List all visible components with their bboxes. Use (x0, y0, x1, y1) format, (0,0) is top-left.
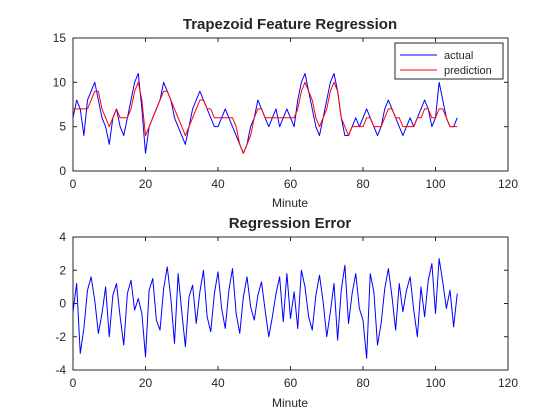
regression-x-tick-label: 60 (284, 177, 298, 191)
error-plot-area (72, 236, 509, 371)
legend-prediction-label: prediction (444, 65, 492, 77)
regression-x-tick-label: 80 (356, 177, 370, 191)
error-x-tick-label: 0 (70, 376, 77, 390)
error-y-tick-label: 2 (59, 263, 66, 277)
error-y-tick-label: 4 (59, 230, 66, 244)
regression-x-tick-label: 100 (425, 177, 445, 191)
error-y-tick-label: -2 (55, 330, 66, 344)
error-x-tick-label: 60 (284, 376, 298, 390)
regression-x-label: Minute (272, 196, 308, 210)
regression-x-tick-label: 20 (139, 177, 153, 191)
error-x-tick-label: 40 (211, 376, 225, 390)
regression-x-tick-label: 40 (211, 177, 225, 191)
legend-box (394, 42, 504, 80)
regression-x-tick-label: 0 (70, 177, 77, 191)
error-axes: 0 20 40 60 80 100 120 -4 -2 0 2 4 Regression Error… (55, 215, 518, 410)
error-y-tick-label: -4 (55, 363, 66, 377)
error-x-tick-label: 100 (425, 376, 445, 390)
regression-y-tick-label: 15 (53, 31, 67, 45)
regression-x-tick-label: 120 (498, 177, 518, 191)
regression-title: Trapezoid Feature Regression (183, 16, 397, 33)
error-series-group (72, 258, 458, 359)
legend-actual-label: actual (444, 50, 473, 62)
regression-y-tick-label: 5 (59, 120, 66, 134)
regression-y-ticks: 0 5 10 15 (53, 31, 508, 178)
error-x-tick-label: 80 (356, 376, 370, 390)
error-x-label: Minute (272, 396, 308, 410)
legend: actual prediction (394, 42, 504, 80)
regression-x-ticks: 0 20 40 60 80 100 120 (70, 38, 518, 191)
error-y-ticks: -4 -2 0 2 4 (55, 230, 508, 377)
regression-series-group (72, 72, 458, 154)
error-x-tick-label: 20 (139, 376, 153, 390)
regression-y-tick-label: 10 (53, 75, 67, 89)
regression-axes: 0 20 40 60 80 100 120 0 5 10 15 Trapezoid Feature… (53, 16, 519, 210)
regression-y-tick-label: 0 (59, 164, 66, 178)
regression-series-prediction-line (73, 81, 458, 154)
error-series-line-line (72, 258, 458, 359)
error-x-ticks: 0 20 40 60 80 100 120 (70, 237, 518, 390)
error-x-tick-label: 120 (498, 376, 518, 390)
error-title: Regression Error (229, 215, 352, 232)
error-y-tick-label: 0 (59, 297, 66, 311)
